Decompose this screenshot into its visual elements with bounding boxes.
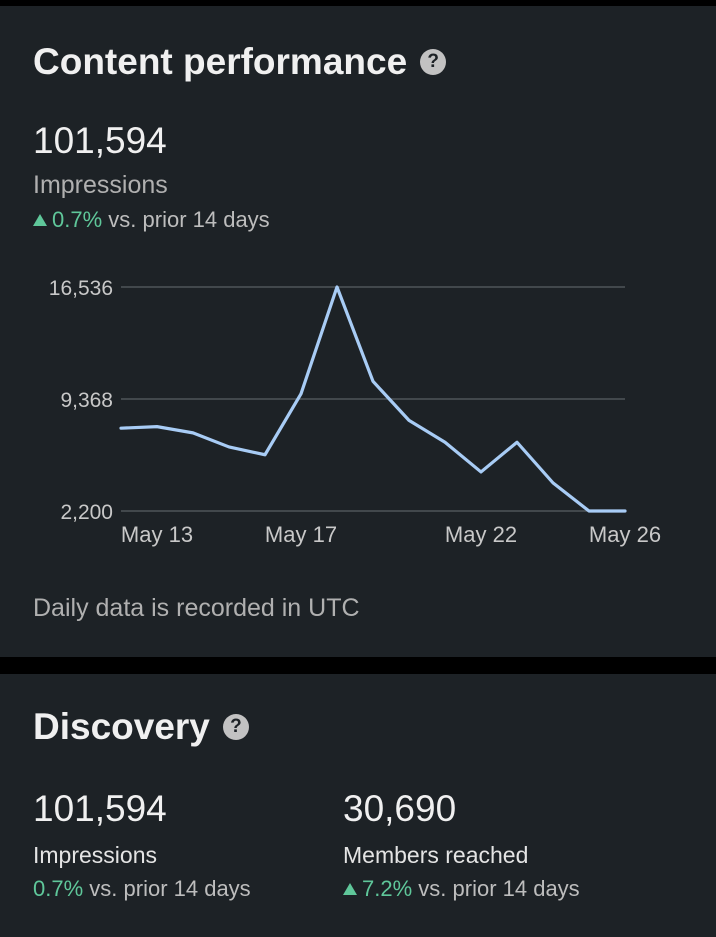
data-point[interactable] — [295, 388, 307, 400]
delta-percent: 0.7% — [52, 207, 103, 232]
delta-percent: 0.7% — [33, 876, 84, 901]
data-point[interactable] — [439, 436, 451, 448]
content-performance-heading: Content performance — [33, 41, 408, 82]
data-point[interactable] — [367, 375, 379, 387]
x-tick-label: May 26 — [589, 522, 661, 547]
y-tick-label: 2,200 — [60, 501, 113, 524]
arrow-up-icon — [33, 214, 47, 226]
data-point[interactable] — [475, 466, 487, 478]
delta-text: vs. prior 14 days — [418, 876, 580, 901]
data-point[interactable] — [619, 505, 631, 517]
data-point[interactable] — [151, 421, 163, 433]
data-point[interactable] — [259, 449, 271, 461]
discovery-heading: Discovery — [33, 706, 210, 747]
chart-x-ticks: May 13 May 17 May 22 May 26 — [121, 522, 661, 547]
data-point[interactable] — [223, 441, 235, 453]
data-point[interactable] — [115, 422, 127, 434]
x-tick-label: May 13 — [121, 522, 193, 547]
impressions-label: Impressions — [33, 171, 168, 199]
data-point[interactable] — [331, 281, 343, 293]
discovery-card: Discovery ? 101,594 Impressions 0.7% vs.… — [0, 674, 716, 937]
discovery-impressions-label: Impressions — [33, 842, 157, 868]
impressions-delta: 0.7% vs. prior 14 days — [33, 207, 270, 233]
data-point[interactable] — [403, 414, 415, 426]
delta-percent: 7.2% — [362, 876, 413, 901]
impressions-value: 101,594 — [33, 120, 167, 161]
members-reached-delta: 7.2% vs. prior 14 days — [343, 876, 580, 902]
chart-series — [115, 281, 631, 517]
discovery-impressions-delta: 0.7% vs. prior 14 days — [33, 876, 251, 902]
utc-footnote: Daily data is recorded in UTC — [33, 594, 360, 622]
data-point[interactable] — [187, 427, 199, 439]
members-reached-label: Members reached — [343, 842, 529, 868]
chart-gridlines — [121, 286, 625, 512]
impressions-series-line — [119, 285, 627, 513]
arrow-up-icon — [343, 883, 357, 895]
content-performance-title: Content performance ? — [33, 41, 447, 83]
data-point[interactable] — [583, 505, 595, 517]
delta-text: vs. prior 14 days — [89, 876, 251, 901]
impressions-line-chart[interactable]: 16,536 9,368 2,200 May 13 May 17 May 22 May 2… — [0, 6, 716, 657]
y-tick-label: 16,536 — [49, 277, 113, 300]
x-tick-label: May 17 — [265, 522, 337, 547]
delta-text: vs. prior 14 days — [108, 207, 270, 232]
chart-y-ticks: 16,536 9,368 2,200 — [49, 277, 113, 524]
content-performance-card: Content performance ? 101,594 Impression… — [0, 6, 716, 657]
discovery-title: Discovery ? — [33, 706, 249, 748]
help-icon[interactable]: ? — [420, 49, 447, 75]
data-point[interactable] — [511, 436, 523, 448]
discovery-impressions-value: 101,594 — [33, 788, 167, 829]
y-tick-label: 9,368 — [60, 389, 113, 412]
help-icon[interactable]: ? — [222, 714, 249, 740]
x-tick-label: May 22 — [445, 522, 517, 547]
members-reached-value: 30,690 — [343, 788, 457, 829]
data-point[interactable] — [547, 477, 559, 489]
